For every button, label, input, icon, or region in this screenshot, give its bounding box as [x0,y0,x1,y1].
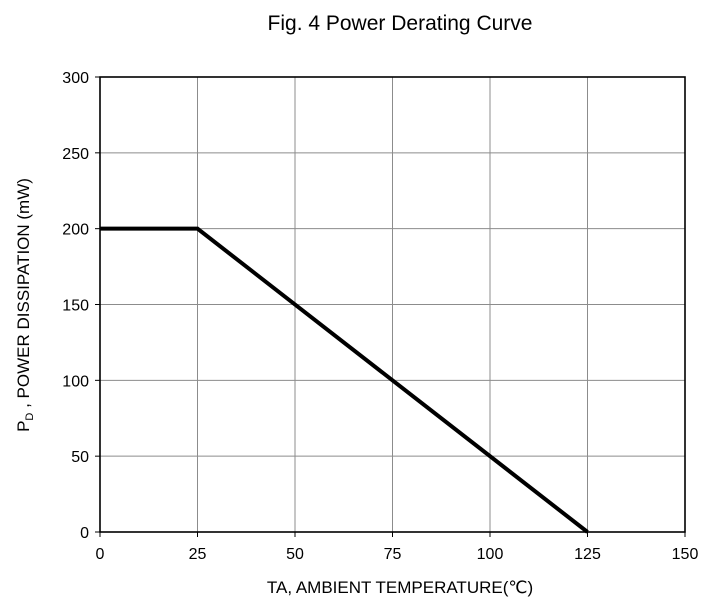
y-tick-label: 50 [71,449,89,466]
y-tick-label: 150 [62,298,89,315]
grid-lines [99,76,686,533]
y-axis-title: PD , POWER DISSIPATION (mW) [14,178,36,432]
x-tick-label: 50 [286,546,304,563]
x-tick-label: 75 [384,546,402,563]
y-axis-title-text: , POWER DISSIPATION (mW) [14,178,33,413]
y-tick-label: 250 [62,146,89,163]
y-tick-labels: 0 50 100 150 200 250 300 [62,70,100,542]
x-tick-label: 0 [96,546,105,563]
x-tick-label: 25 [189,546,207,563]
chart-title: Fig. 4 Power Derating Curve [268,12,533,35]
x-tick-label: 100 [477,546,504,563]
x-tick-label: 125 [574,546,601,563]
plot-area-frame [99,76,686,533]
x-tick-label: 150 [672,546,699,563]
y-axis-title-symbol: P [14,421,33,432]
y-tick-label: 300 [62,70,89,87]
y-axis-title-subscript: D [24,413,36,421]
y-tick-label: 0 [80,525,89,542]
y-tick-label: 200 [62,222,89,239]
x-axis-title: TA, AMBIENT TEMPERATURE(℃) [267,578,533,597]
x-tick-labels: 0 25 50 75 100 125 150 [96,532,699,563]
y-tick-label: 100 [62,373,89,390]
